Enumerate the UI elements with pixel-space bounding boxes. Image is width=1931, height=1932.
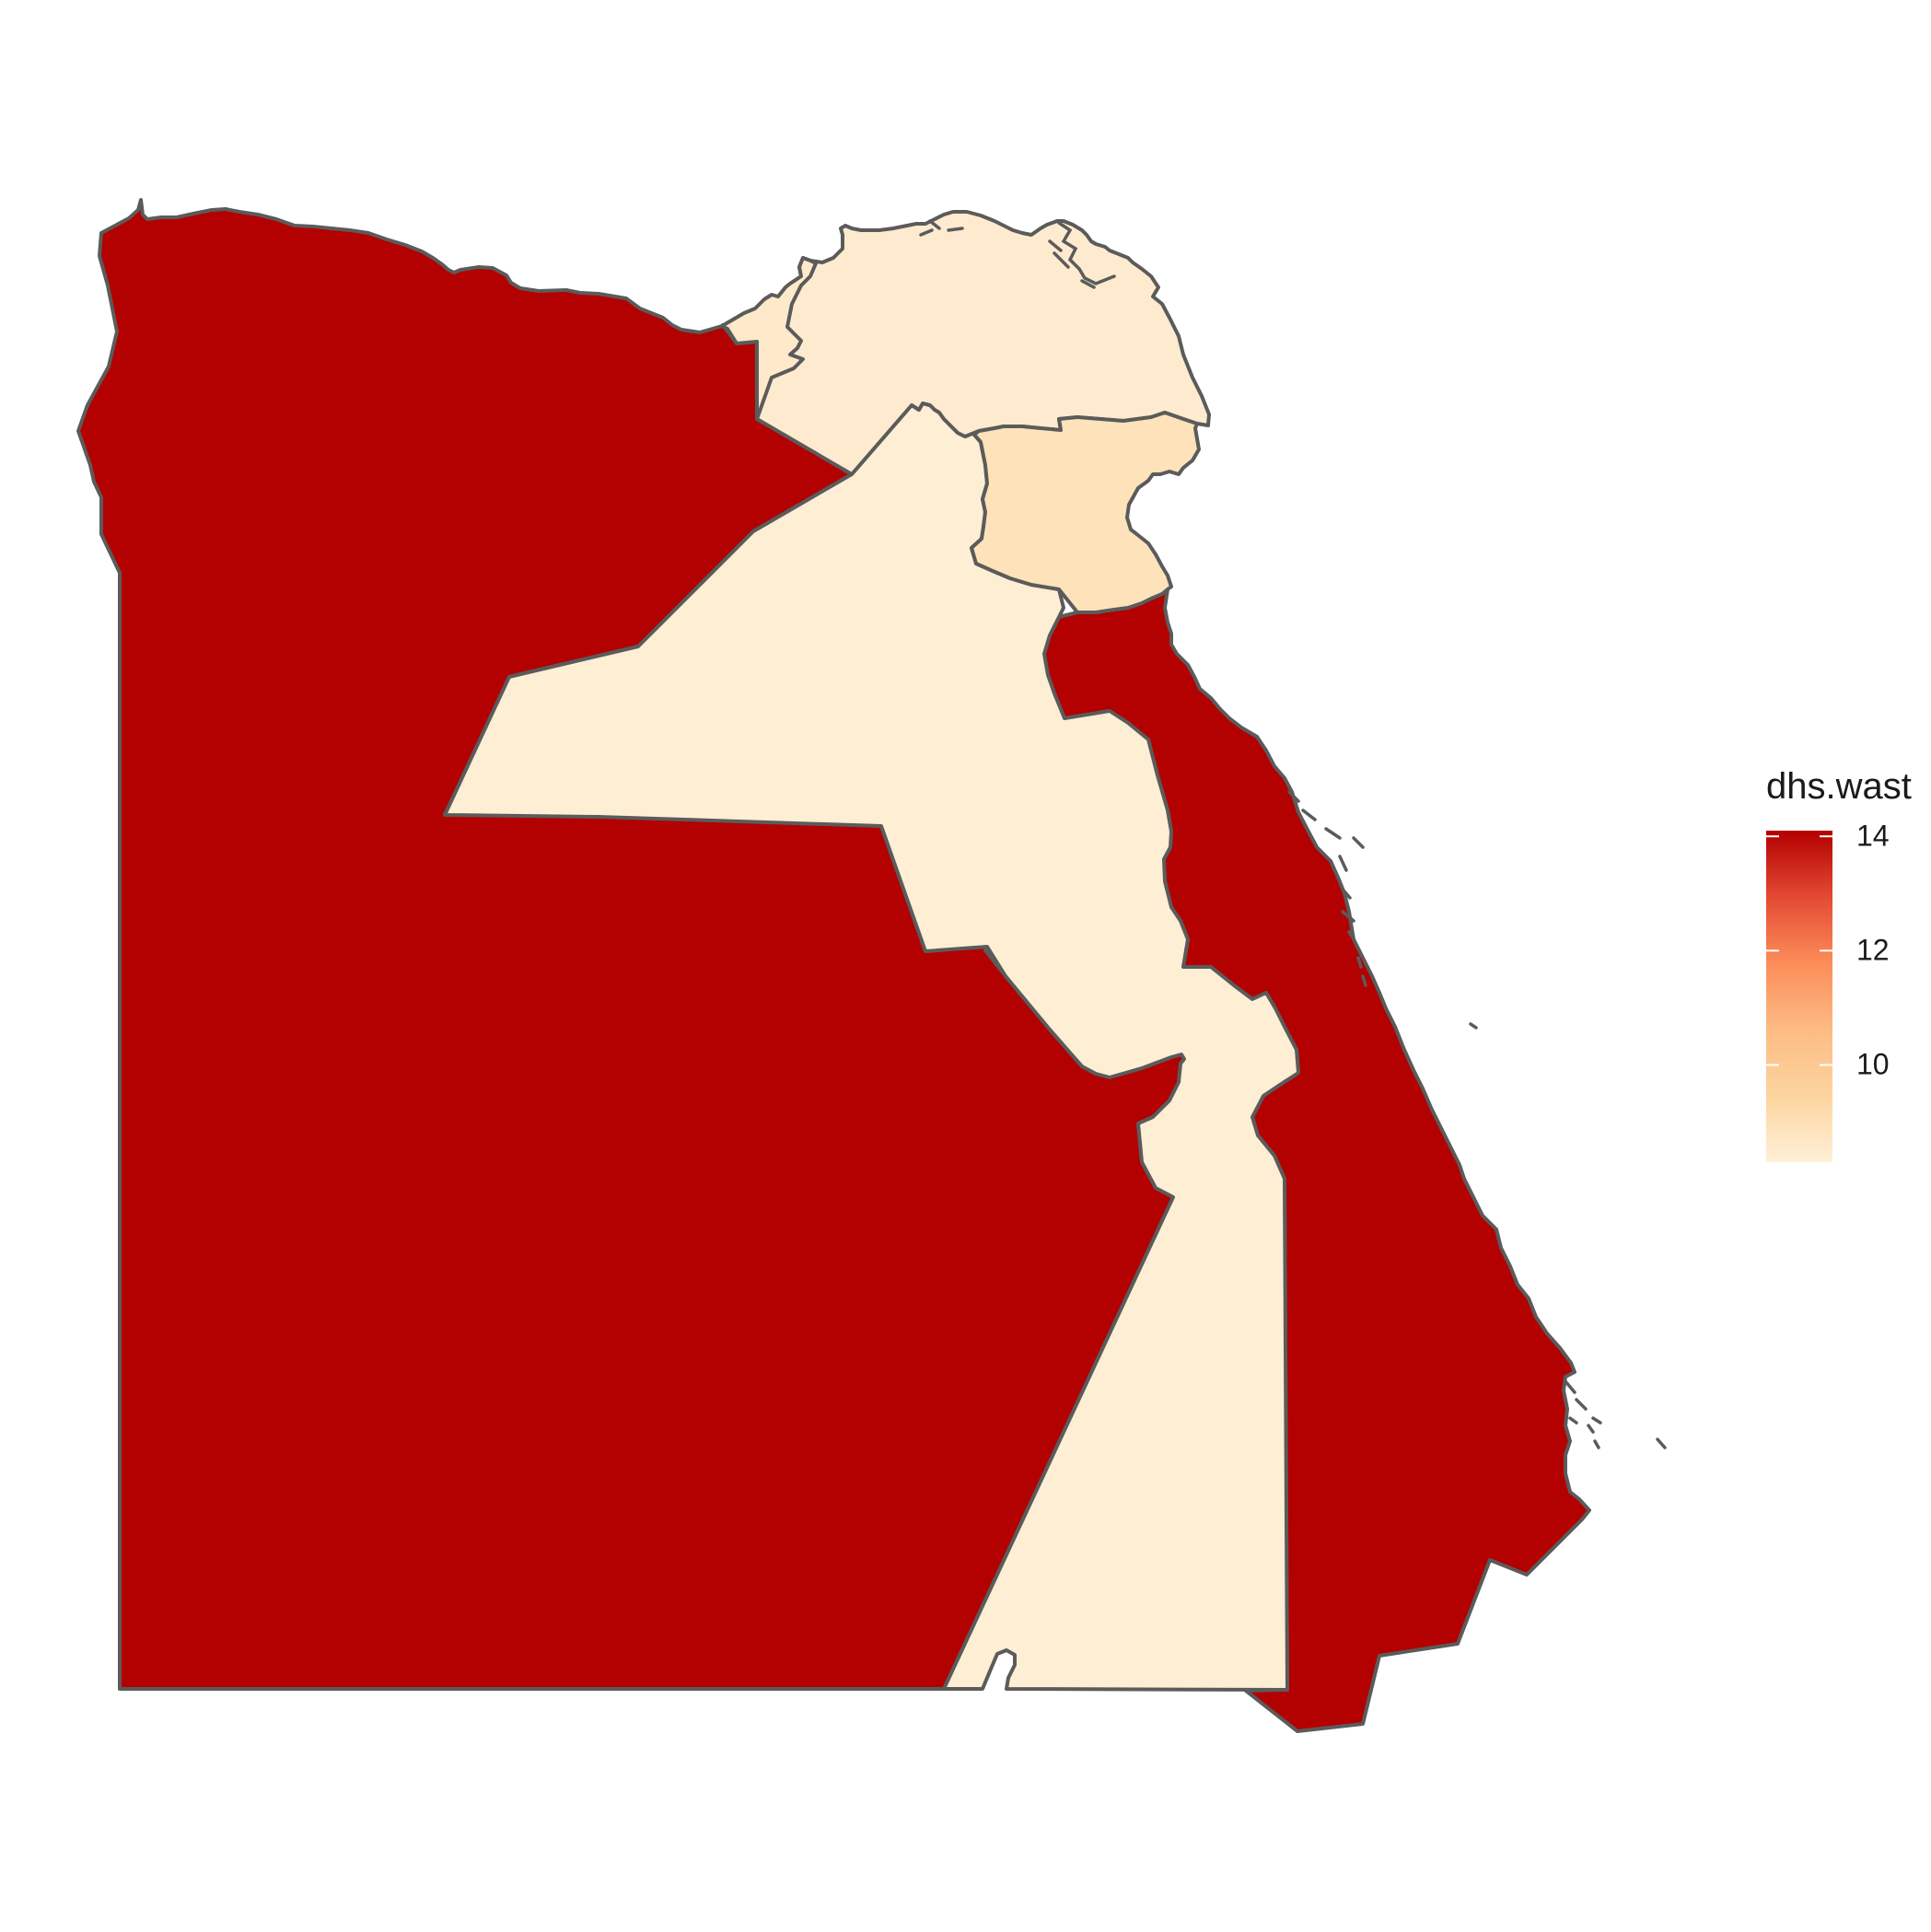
island-single-2 [1656, 1437, 1667, 1449]
coastal-islands [919, 219, 1667, 1449]
island-group-red-sea-north [1287, 790, 1367, 987]
map-region-alexandria-strip[interactable] [720, 256, 818, 421]
legend-colorbar [1766, 831, 1832, 1162]
legend-tick-label: 14 [1856, 819, 1890, 853]
legend-tick-label: 12 [1856, 933, 1890, 967]
map-regions [76, 198, 1591, 1733]
map-region-canal[interactable] [970, 411, 1201, 614]
island-group-red-sea-south [1564, 1379, 1602, 1449]
legend-tick-label: 10 [1856, 1047, 1890, 1081]
island-single-1 [1469, 1022, 1478, 1030]
legend-title: dhs.wast [1766, 766, 1912, 807]
island-group-delta-lakes [919, 219, 1116, 289]
